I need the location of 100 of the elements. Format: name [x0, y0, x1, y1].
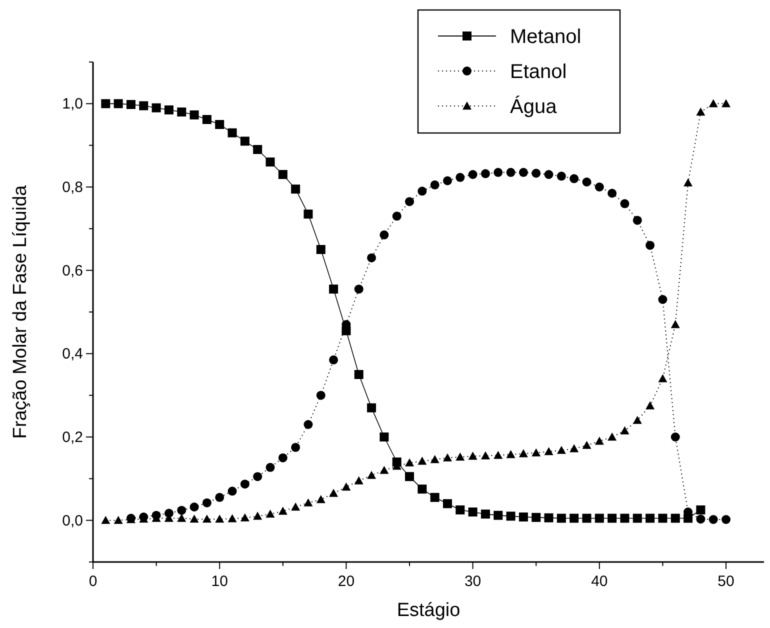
point: [342, 482, 351, 491]
point: [468, 452, 478, 460]
point: [532, 512, 541, 522]
point: [632, 416, 642, 424]
point: [632, 514, 642, 523]
point: [177, 514, 186, 522]
point: [570, 444, 579, 452]
point: [240, 480, 250, 489]
x-tick-label: 0: [88, 573, 98, 590]
point: [468, 170, 478, 179]
point: [316, 390, 326, 400]
point: [177, 108, 186, 116]
point: [532, 168, 541, 178]
point: [544, 447, 554, 456]
point: [468, 508, 478, 516]
point: [594, 182, 604, 192]
legend-label: Metanol: [510, 26, 582, 48]
point: [430, 180, 440, 190]
y-tick-label: 0,0: [62, 512, 83, 530]
point: [253, 472, 262, 482]
y-tick-label: 0,2: [62, 429, 83, 446]
point: [544, 170, 554, 179]
point: [518, 168, 528, 177]
point: [253, 512, 262, 520]
point: [594, 514, 604, 523]
point: [570, 514, 579, 523]
point: [380, 466, 389, 474]
point: [684, 178, 693, 186]
point: [506, 450, 516, 458]
point: [114, 99, 123, 108]
point: [278, 453, 288, 462]
point: [215, 514, 224, 523]
point: [608, 514, 617, 523]
point: [494, 168, 503, 177]
point: [430, 492, 440, 502]
point: [215, 120, 224, 129]
point: [722, 515, 731, 524]
point: [518, 512, 528, 522]
point: [480, 169, 490, 178]
point: [506, 512, 516, 521]
point: [278, 506, 288, 515]
point: [494, 450, 503, 459]
point: [316, 495, 326, 504]
point: [556, 446, 566, 454]
point: [367, 470, 376, 479]
point: [164, 105, 174, 114]
point: [114, 516, 123, 524]
point: [152, 103, 161, 112]
point: [266, 158, 275, 166]
point: [582, 514, 592, 523]
point: [582, 440, 592, 449]
point: [228, 514, 237, 522]
point: [570, 174, 579, 184]
point: [646, 401, 655, 410]
point: [456, 452, 465, 461]
point: [646, 514, 655, 523]
point: [556, 514, 566, 523]
point: [582, 178, 592, 186]
point: [480, 451, 490, 460]
point: [190, 110, 199, 120]
point: [202, 115, 212, 124]
point: [658, 374, 668, 382]
point: [190, 502, 199, 512]
point: [253, 145, 262, 154]
point: [202, 514, 212, 523]
point: [304, 420, 313, 429]
point: [101, 516, 110, 524]
point: [215, 492, 224, 502]
point: [480, 510, 490, 519]
point: [139, 101, 148, 110]
point: [354, 476, 364, 484]
point: [266, 510, 275, 518]
point: [658, 514, 668, 523]
y-tick-label: 0,8: [62, 179, 83, 196]
y-axis-title: Fração Molar da Fase Líquida: [10, 184, 31, 439]
point: [506, 168, 516, 177]
x-tick-label: 10: [211, 573, 228, 590]
point: [304, 210, 313, 219]
point: [418, 456, 427, 465]
point: [594, 436, 604, 445]
point: [418, 186, 427, 196]
point: [380, 230, 389, 240]
point: [278, 170, 288, 179]
point: [620, 426, 630, 434]
x-tick-label: 40: [591, 573, 608, 590]
point: [632, 216, 642, 225]
point: [405, 472, 414, 482]
point: [354, 284, 364, 294]
point: [456, 172, 465, 182]
point: [620, 199, 630, 208]
point: [329, 284, 338, 294]
point: [126, 100, 136, 109]
point: [608, 188, 617, 198]
point: [367, 253, 376, 262]
x-tick-label: 20: [338, 573, 355, 590]
point: [354, 370, 364, 379]
point: [556, 172, 566, 181]
x-tick-label: 50: [718, 573, 734, 590]
point: [442, 499, 452, 508]
point: [202, 498, 212, 508]
